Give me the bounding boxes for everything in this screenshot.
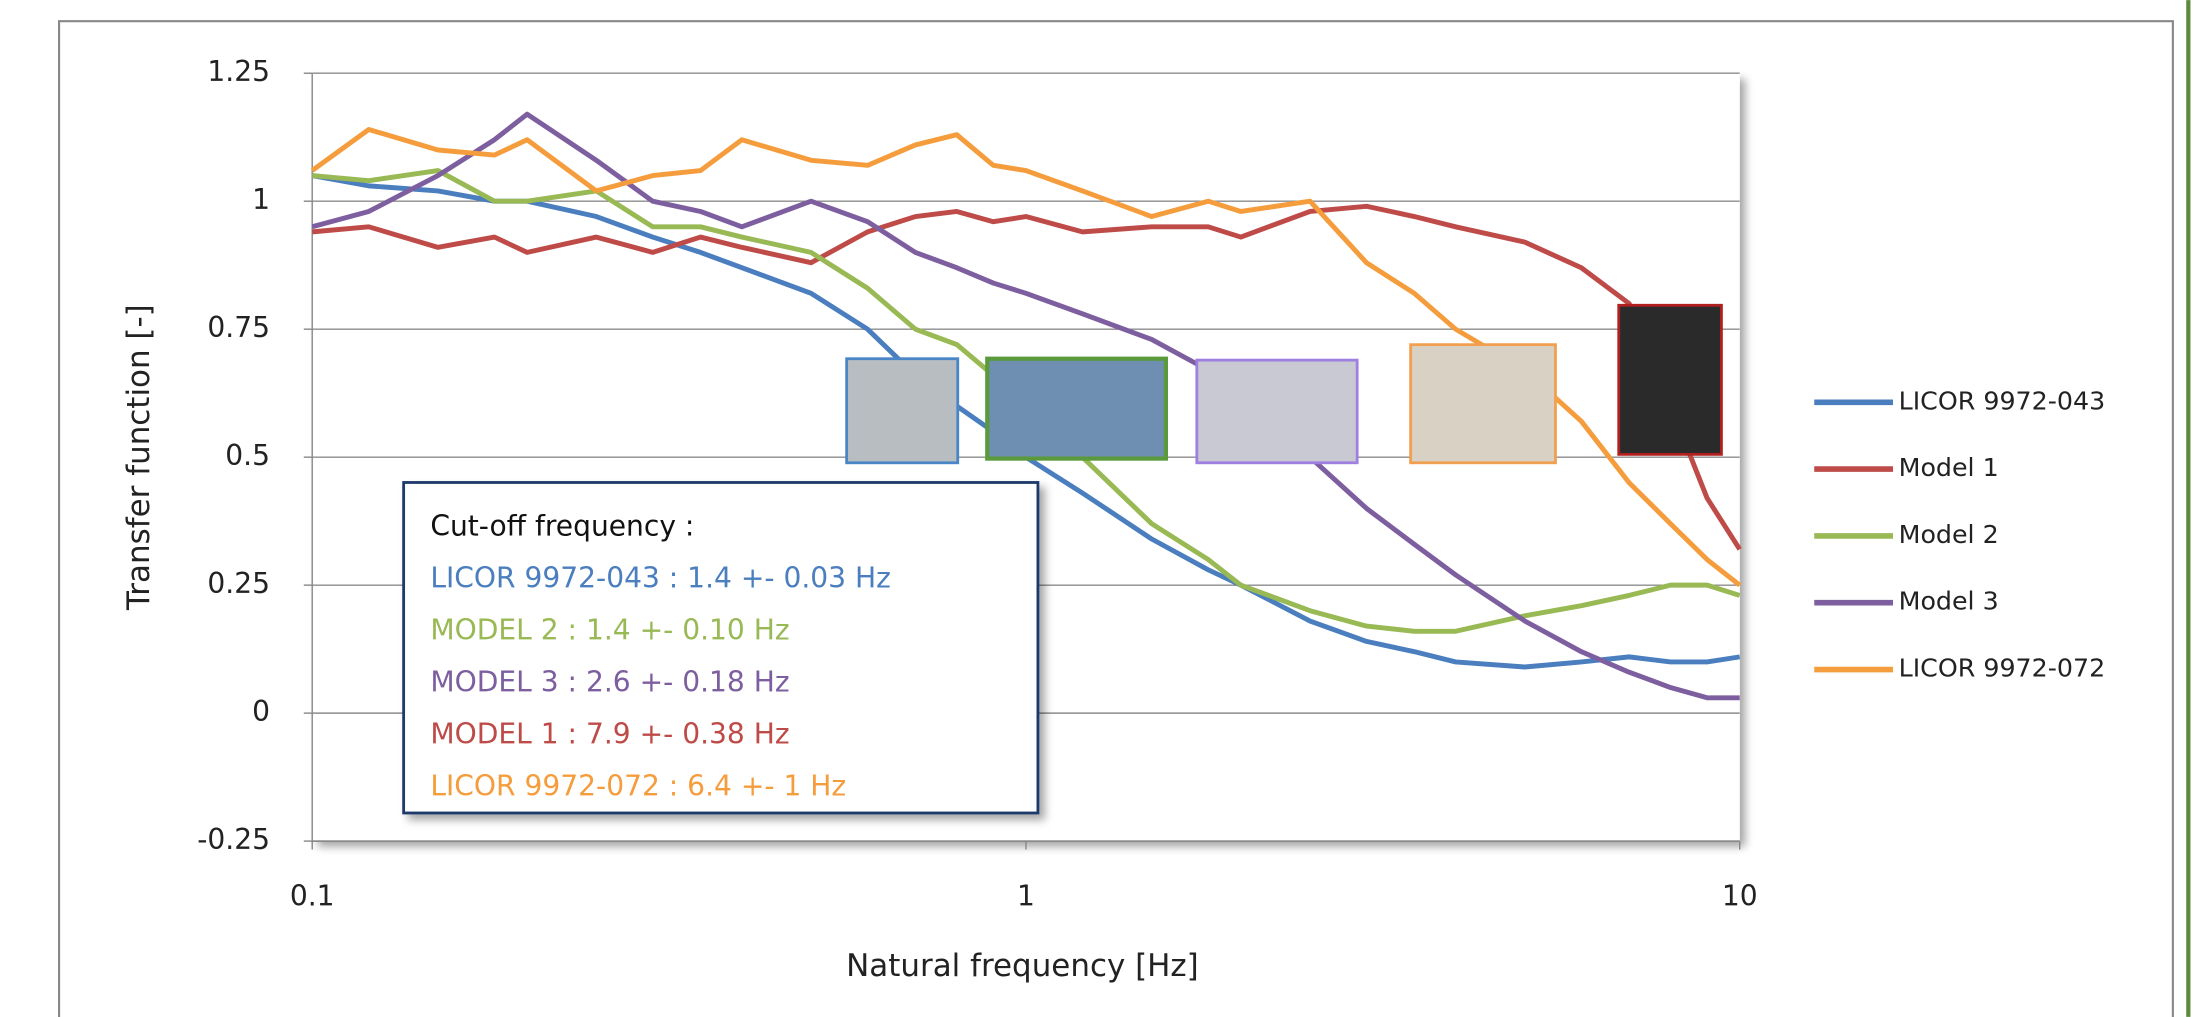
annotation: MODEL 2 : 1.4 +- 0.10 Hz (430, 614, 789, 647)
legend: LICOR 9972-043 Model 1 Model 2 Model 3 LICOR… (1814, 386, 2106, 683)
y-tick-label: 0.25 (207, 567, 270, 600)
legend-label: Model 1 (1899, 453, 1999, 482)
photo (1195, 358, 1359, 465)
y-tick-label: 1 (252, 183, 270, 216)
legend-label: LICOR 9972-072 (1899, 654, 2106, 683)
x-tick-label: 1 (1017, 879, 1035, 912)
photo (1617, 303, 1723, 456)
series-line (311, 111, 1740, 701)
y-tick-label: 0.75 (207, 311, 270, 344)
photo (985, 356, 1169, 461)
photo (845, 357, 960, 465)
x-tick-label: 10 (1722, 879, 1758, 912)
series-line (311, 203, 1742, 551)
annotation: LICOR 9972-072 : 6.4 +- 1 Hz (430, 770, 846, 803)
legend-label: LICOR 9972-043 (1899, 386, 2106, 415)
y-tick-label: 0.5 (225, 439, 270, 472)
x-axis-title: Natural frequency [Hz] (846, 948, 1199, 984)
photo (1409, 343, 1557, 465)
legend-label: Model 2 (1899, 520, 1999, 549)
annotation: LICOR 9972-043 : 1.4 +- 0.03 Hz (430, 562, 891, 595)
sensor-photos (845, 303, 1723, 465)
x-tick-label: 0.1 (290, 879, 335, 912)
y-tick-label: 0 (252, 695, 270, 728)
annotation-box (402, 481, 1040, 815)
y-tick-label: 1.25 (207, 55, 270, 88)
annotation: MODEL 1 : 7.9 +- 0.38 Hz (430, 718, 789, 751)
annotations: Cut-off frequency : LICOR 9972-043 : 1.4 … (430, 509, 891, 802)
y-tick-label: -0.25 (197, 823, 270, 856)
annotation: Cut-off frequency : (430, 509, 694, 542)
annotation: MODEL 3 : 2.6 +- 0.18 Hz (430, 666, 789, 699)
y-axis-title: Transfer function [-] (121, 304, 157, 611)
legend-label: Model 3 (1899, 587, 1999, 616)
